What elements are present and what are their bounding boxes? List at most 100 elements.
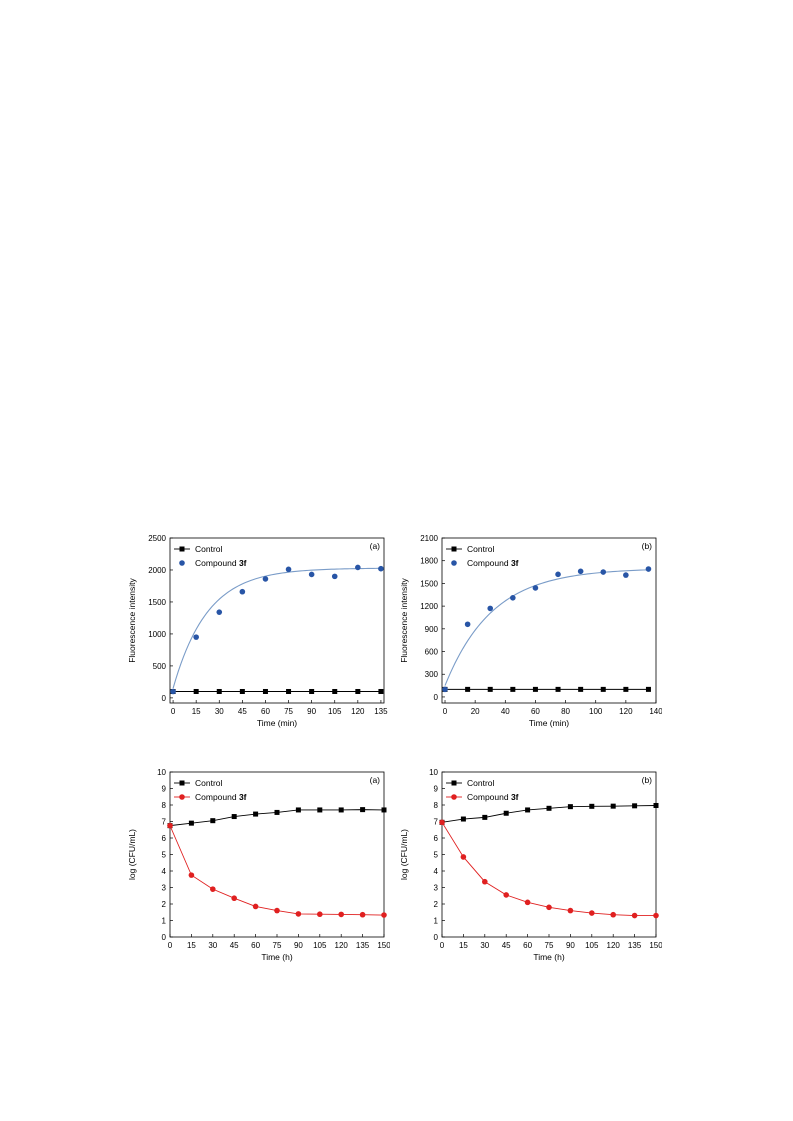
x-tick-label: 100	[589, 707, 603, 716]
data-point	[286, 688, 292, 694]
y-tick-label: 0	[434, 693, 439, 702]
x-tick-label: 135	[356, 941, 370, 950]
y-tick-label: 0	[434, 933, 439, 942]
y-tick-label: 900	[425, 625, 439, 634]
x-tick-label: 45	[502, 941, 511, 950]
x-tick-label: 60	[531, 707, 540, 716]
y-tick-label: 300	[425, 670, 439, 679]
data-point	[546, 904, 552, 911]
series-1	[170, 564, 384, 695]
y-tick-label: 1000	[148, 630, 166, 639]
data-point	[253, 811, 259, 817]
data-point	[338, 911, 344, 918]
series-1	[167, 822, 387, 918]
y-tick-label: 8	[434, 801, 439, 810]
data-point	[262, 688, 268, 694]
data-point	[360, 807, 366, 813]
data-point	[295, 807, 301, 813]
data-point	[487, 605, 494, 612]
y-tick-label: 6	[434, 834, 439, 843]
x-tick-label: 0	[171, 707, 176, 716]
data-point	[464, 621, 471, 628]
data-point	[355, 688, 361, 694]
chart-svg: 0 15 30 45 60 75 90 105 120 135 0 500 1000 1500 2000 25…	[127, 534, 388, 728]
x-tick-label: 60	[523, 941, 532, 950]
data-point	[567, 804, 573, 810]
x-tick-label: 0	[168, 941, 173, 950]
panel-label: (a)	[370, 541, 381, 551]
data-point	[188, 872, 195, 878]
data-point	[252, 903, 259, 910]
data-point	[600, 569, 607, 575]
data-point	[338, 807, 344, 813]
data-point	[378, 688, 384, 694]
x-axis-label: Time (min)	[529, 718, 569, 728]
x-tick-label: 120	[619, 707, 633, 716]
cfu-chart-a: 0 15 30 45 60 75 90 105 120 135 150 0 1 2 3 4 5 6 7 8 9 10 Tim…	[120, 762, 391, 975]
data-point	[188, 820, 194, 826]
y-axis-label: log (CFU/mL)	[399, 829, 409, 880]
x-tick-label: 60	[261, 707, 270, 716]
chart-svg: 0 15 30 45 60 75 90 105 120 135 150012345678910Tim…	[399, 768, 663, 962]
x-tick-label: 30	[480, 941, 489, 950]
plot-frame	[441, 537, 657, 704]
chart-svg: 0 15 30 45 60 75 90 105 120 135 150012345678910Tim…	[127, 768, 391, 962]
data-point	[378, 565, 384, 572]
y-tick-label: 10	[157, 768, 166, 777]
y-tick-label: 9	[434, 785, 439, 794]
data-point	[525, 807, 531, 813]
data-point	[653, 802, 659, 808]
data-point	[482, 814, 488, 820]
x-tick-label: 0	[443, 707, 448, 716]
data-point	[610, 803, 616, 809]
y-tick-label: 2000	[148, 566, 166, 575]
x-tick-label: 40	[501, 707, 510, 716]
x-tick-label: 15	[187, 941, 196, 950]
series-0	[167, 807, 387, 829]
data-point	[487, 686, 493, 692]
chart-svg: 0 20 40 60 80 100 120 140 0 300 600 900 1200 1500 1800…	[399, 534, 663, 728]
data-point	[308, 571, 315, 578]
data-point	[623, 572, 629, 578]
x-tick-label: 105	[328, 707, 342, 716]
y-tick-label: 1200	[420, 602, 438, 611]
data-point	[578, 686, 584, 692]
x-tick-label: 30	[208, 941, 217, 950]
data-point	[645, 686, 651, 692]
data-point	[442, 686, 448, 693]
data-point	[589, 910, 595, 916]
data-point	[589, 803, 595, 809]
legend-marker	[451, 546, 457, 552]
y-tick-label: 1	[162, 917, 167, 926]
legend-marker	[179, 560, 185, 566]
y-tick-label: 0	[162, 933, 167, 942]
x-axis-label: Time (min)	[257, 718, 297, 728]
y-tick-label: 2100	[420, 534, 438, 543]
data-point	[355, 564, 361, 571]
data-point	[193, 634, 199, 640]
y-tick-label: 3	[162, 884, 167, 893]
legend-label: Control	[195, 544, 223, 554]
y-tick-label: 5	[162, 851, 167, 860]
legend-marker	[179, 780, 185, 786]
series-line	[169, 825, 385, 916]
fluorescence-chart-a: 0 15 30 45 60 75 90 105 120 135 0 500 1000 1500 2000 25…	[120, 528, 390, 741]
y-tick-label: 1500	[420, 579, 438, 588]
data-point	[510, 594, 516, 601]
y-tick-label: 2500	[148, 534, 166, 543]
x-tick-label: 90	[307, 707, 316, 716]
data-point	[210, 818, 216, 824]
y-tick-label: 8	[162, 801, 167, 810]
legend-label: Compound 3f	[467, 558, 519, 568]
panel-label: (b)	[642, 541, 653, 551]
x-axis-label: Time (h)	[261, 952, 292, 962]
data-point	[532, 585, 539, 591]
x-tick-label: 45	[230, 941, 239, 950]
data-point	[503, 810, 509, 816]
data-point	[567, 907, 574, 914]
legend-marker	[451, 780, 457, 786]
y-axis-label: Fluorescence intensity	[127, 577, 137, 662]
data-point	[285, 566, 292, 573]
x-tick-label: 135	[374, 707, 388, 716]
panel-label: (b)	[642, 775, 653, 785]
